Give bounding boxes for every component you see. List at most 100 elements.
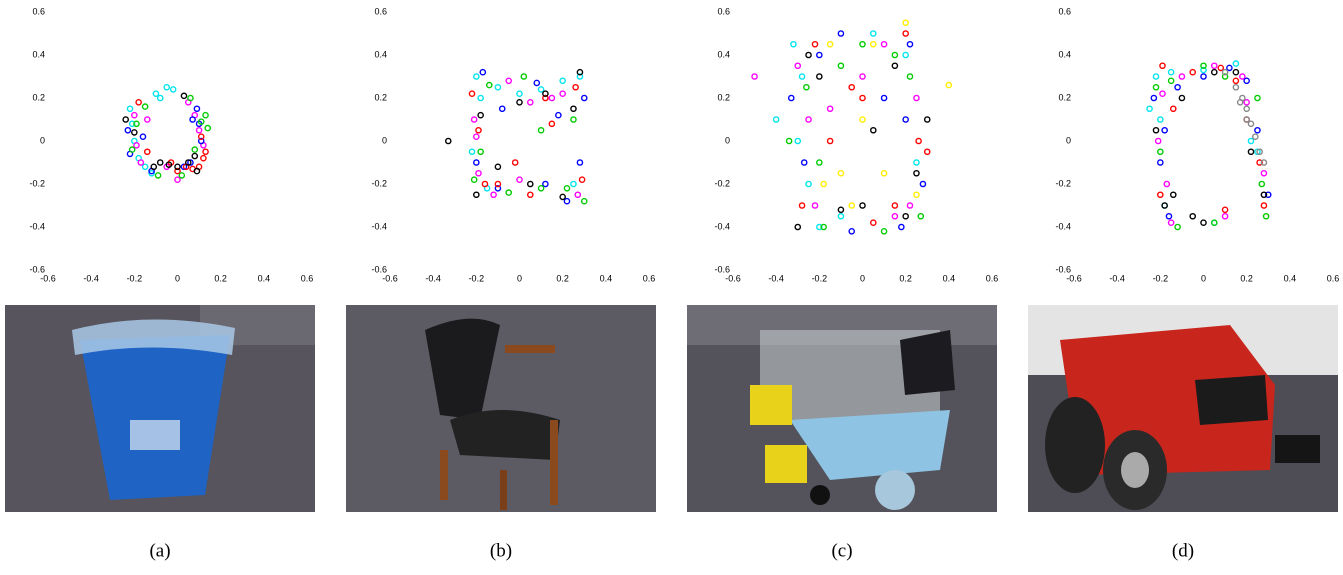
- point: [1261, 171, 1266, 176]
- point: [799, 74, 804, 79]
- point: [812, 203, 817, 208]
- point: [528, 100, 533, 105]
- point: [203, 149, 208, 154]
- point: [1255, 128, 1260, 133]
- point: [474, 74, 479, 79]
- point: [1218, 65, 1223, 70]
- point: [1169, 220, 1174, 225]
- point: [132, 113, 137, 118]
- y-tick-label: 0: [382, 135, 387, 145]
- y-tick-label: -0.2: [371, 178, 387, 188]
- x-tick-label: -0.4: [83, 273, 99, 283]
- point: [143, 104, 148, 109]
- point: [478, 149, 483, 154]
- point: [774, 117, 779, 122]
- x-tick-label: 0: [1201, 273, 1206, 283]
- point: [916, 138, 921, 143]
- point: [1240, 74, 1245, 79]
- point: [892, 203, 897, 208]
- point: [474, 134, 479, 139]
- y-tick-label: -0.4: [371, 221, 387, 231]
- point: [1171, 192, 1176, 197]
- point: [881, 95, 886, 100]
- point: [158, 160, 163, 165]
- point: [171, 87, 176, 92]
- point: [1175, 224, 1180, 229]
- x-tick-label: -0.2: [1153, 273, 1169, 283]
- point: [474, 192, 479, 197]
- point: [849, 85, 854, 90]
- caption: (c): [831, 540, 852, 561]
- caption: (d): [1172, 540, 1194, 561]
- point: [892, 52, 897, 57]
- point: [806, 52, 811, 57]
- point: [1244, 78, 1249, 83]
- point: [571, 117, 576, 122]
- point: [1179, 95, 1184, 100]
- point: [817, 52, 822, 57]
- point: [1158, 192, 1163, 197]
- point: [1153, 128, 1158, 133]
- point: [1233, 78, 1238, 83]
- x-tick-label: 0.2: [1240, 273, 1253, 283]
- point: [914, 95, 919, 100]
- point: [140, 134, 145, 139]
- point: [828, 42, 833, 47]
- point: [573, 85, 578, 90]
- x-tick-label: 0.4: [600, 273, 613, 283]
- x-tick-label: 0: [175, 273, 180, 283]
- point: [1227, 65, 1232, 70]
- point: [1179, 74, 1184, 79]
- point: [517, 91, 522, 96]
- point: [1263, 214, 1268, 219]
- x-tick-label: 0.2: [899, 273, 912, 283]
- point: [1158, 149, 1163, 154]
- point: [564, 186, 569, 191]
- point: [860, 203, 865, 208]
- point: [582, 95, 587, 100]
- point: [802, 160, 807, 165]
- point: [799, 203, 804, 208]
- point: [543, 181, 548, 186]
- y-tick-label: -0.2: [29, 178, 45, 188]
- point: [881, 171, 886, 176]
- x-tick-label: -0.2: [469, 273, 485, 283]
- point: [495, 164, 500, 169]
- point: [806, 181, 811, 186]
- point: [478, 95, 483, 100]
- point: [517, 100, 522, 105]
- point: [196, 128, 201, 133]
- point: [1212, 63, 1217, 68]
- point: [903, 20, 908, 25]
- x-tick-label: 0.4: [1284, 273, 1297, 283]
- point: [1201, 74, 1206, 79]
- point: [194, 106, 199, 111]
- point: [1253, 134, 1258, 139]
- point: [795, 63, 800, 68]
- y-tick-label: -0.2: [1055, 178, 1071, 188]
- x-tick-label: 0: [517, 273, 522, 283]
- point: [871, 128, 876, 133]
- point: [1158, 117, 1163, 122]
- point: [871, 42, 876, 47]
- y-tick-label: -0.2: [714, 178, 730, 188]
- point: [506, 190, 511, 195]
- point: [817, 160, 822, 165]
- point: [903, 117, 908, 122]
- point: [791, 42, 796, 47]
- point: [571, 106, 576, 111]
- point: [487, 83, 492, 88]
- point: [812, 42, 817, 47]
- point: [145, 149, 150, 154]
- point: [528, 181, 533, 186]
- point: [907, 42, 912, 47]
- point: [1158, 160, 1163, 165]
- y-tick-label: 0.4: [374, 49, 387, 59]
- point: [158, 95, 163, 100]
- x-tick-label: -0.6: [1066, 273, 1082, 283]
- x-tick-label: -0.4: [768, 273, 784, 283]
- point: [506, 78, 511, 83]
- point: [795, 138, 800, 143]
- point: [179, 173, 184, 178]
- point: [1162, 128, 1167, 133]
